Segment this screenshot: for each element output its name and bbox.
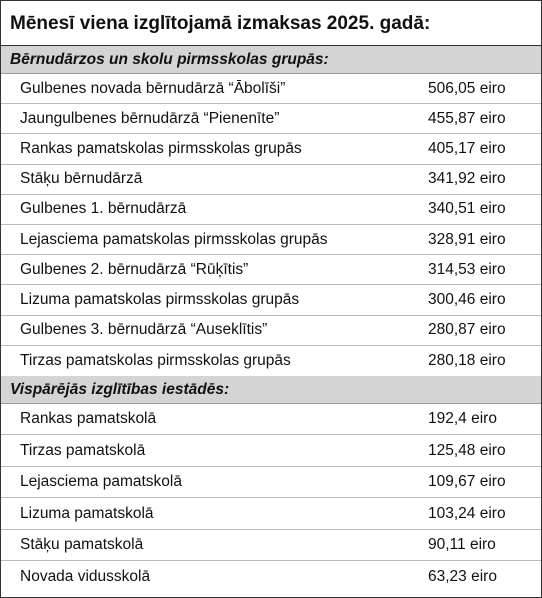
row-name: Stāķu bērnudārzā <box>20 170 143 188</box>
row-name: Gulbenes novada bērnudārzā “Ābolīši” <box>20 79 286 97</box>
row-name: Gulbenes 1. bērnudārzā <box>20 200 187 218</box>
row-value: 405,17 eiro <box>428 139 506 157</box>
table-row: Lejasciema pamatskolas pirmsskolas grupā… <box>1 225 541 256</box>
table-row: Gulbenes 1. bērnudārzā 340,51 eiro <box>1 195 541 225</box>
row-name: Gulbenes 2. bērnudārzā “Rūķītis” <box>20 260 249 278</box>
table-row: Gulbenes novada bērnudārzā “Ābolīši” 506,… <box>1 74 541 105</box>
row-value: 103,24 eiro <box>428 504 506 522</box>
row-value: 280,18 eiro <box>428 351 506 369</box>
row-value: 328,91 eiro <box>428 230 506 248</box>
table-row: Rankas pamatskolā 192,4 eiro <box>1 404 541 436</box>
row-value: 340,51 eiro <box>428 200 506 218</box>
row-value: 341,92 eiro <box>428 170 506 188</box>
table-row: Novada vidusskolā 63,23 eiro <box>1 561 541 593</box>
row-name: Lizuma pamatskolā <box>20 504 154 522</box>
row-value: 455,87 eiro <box>428 109 506 127</box>
row-name: Gulbenes 3. bērnudārzā “Auseklītis” <box>20 321 268 339</box>
row-value: 280,87 eiro <box>428 321 506 339</box>
table-row: Gulbenes 3. bērnudārzā “Auseklītis” 280,8… <box>1 316 541 346</box>
section-heading: Vispārējās izglītības iestādēs: <box>1 375 541 404</box>
row-value: 506,05 eiro <box>428 79 506 97</box>
row-name: Tirzas pamatskolā <box>20 441 146 459</box>
row-name: Rankas pamatskolas pirmsskolas grupās <box>20 139 302 157</box>
row-name: Jaungulbenes bērnudārzā “Pienenīte” <box>20 109 280 127</box>
table-row: Lizuma pamatskolā 103,24 eiro <box>1 498 541 530</box>
table-row: Jaungulbenes bērnudārzā “Pienenīte” 455,8… <box>1 104 541 135</box>
table-row: Lizuma pamatskolas pirmsskolas grupās 300… <box>1 285 541 316</box>
row-name: Lejasciema pamatskolā <box>20 473 182 491</box>
table-row: Lejasciema pamatskolā 109,67 eiro <box>1 467 541 499</box>
section: Vispārējās izglītības iestādēs: Rankas pa… <box>1 375 541 593</box>
table: Bērnudārzos un skolu pirmsskolas grupās:… <box>1 46 541 593</box>
row-name: Tirzas pamatskolas pirmsskolas grupās <box>20 351 291 369</box>
table-row: Tirzas pamatskolas pirmsskolas grupās 280… <box>1 346 541 376</box>
row-name: Lizuma pamatskolas pirmsskolas grupās <box>20 290 300 308</box>
section: Bērnudārzos un skolu pirmsskolas grupās:… <box>1 46 541 376</box>
section-heading: Bērnudārzos un skolu pirmsskolas grupās: <box>1 46 541 74</box>
row-value: 90,11 eiro <box>428 536 496 554</box>
row-value: 192,4 eiro <box>428 410 497 428</box>
table-row: Rankas pamatskolas pirmsskolas grupās 405… <box>1 134 541 165</box>
row-name: Lejasciema pamatskolas pirmsskolas grupā… <box>20 230 328 248</box>
table-row: Stāķu bērnudārzā 341,92 eiro <box>1 165 541 195</box>
table-row: Gulbenes 2. bērnudārzā “Rūķītis” 314,53 e… <box>1 255 541 286</box>
table-row: Tirzas pamatskolā 125,48 eiro <box>1 435 541 467</box>
table-row: Stāķu pamatskolā 90,11 eiro <box>1 530 541 562</box>
row-name: Rankas pamatskolā <box>20 410 157 428</box>
row-value: 125,48 eiro <box>428 441 506 459</box>
row-name: Stāķu pamatskolā <box>20 536 144 554</box>
title: Mēnesī viena izglītojamā izmaksas 2025. … <box>1 1 541 46</box>
row-value: 300,46 eiro <box>428 290 506 308</box>
row-name: Novada vidusskolā <box>20 568 151 586</box>
row-value: 63,23 eiro <box>428 568 497 586</box>
row-value: 314,53 eiro <box>428 260 506 278</box>
row-value: 109,67 eiro <box>428 473 506 491</box>
